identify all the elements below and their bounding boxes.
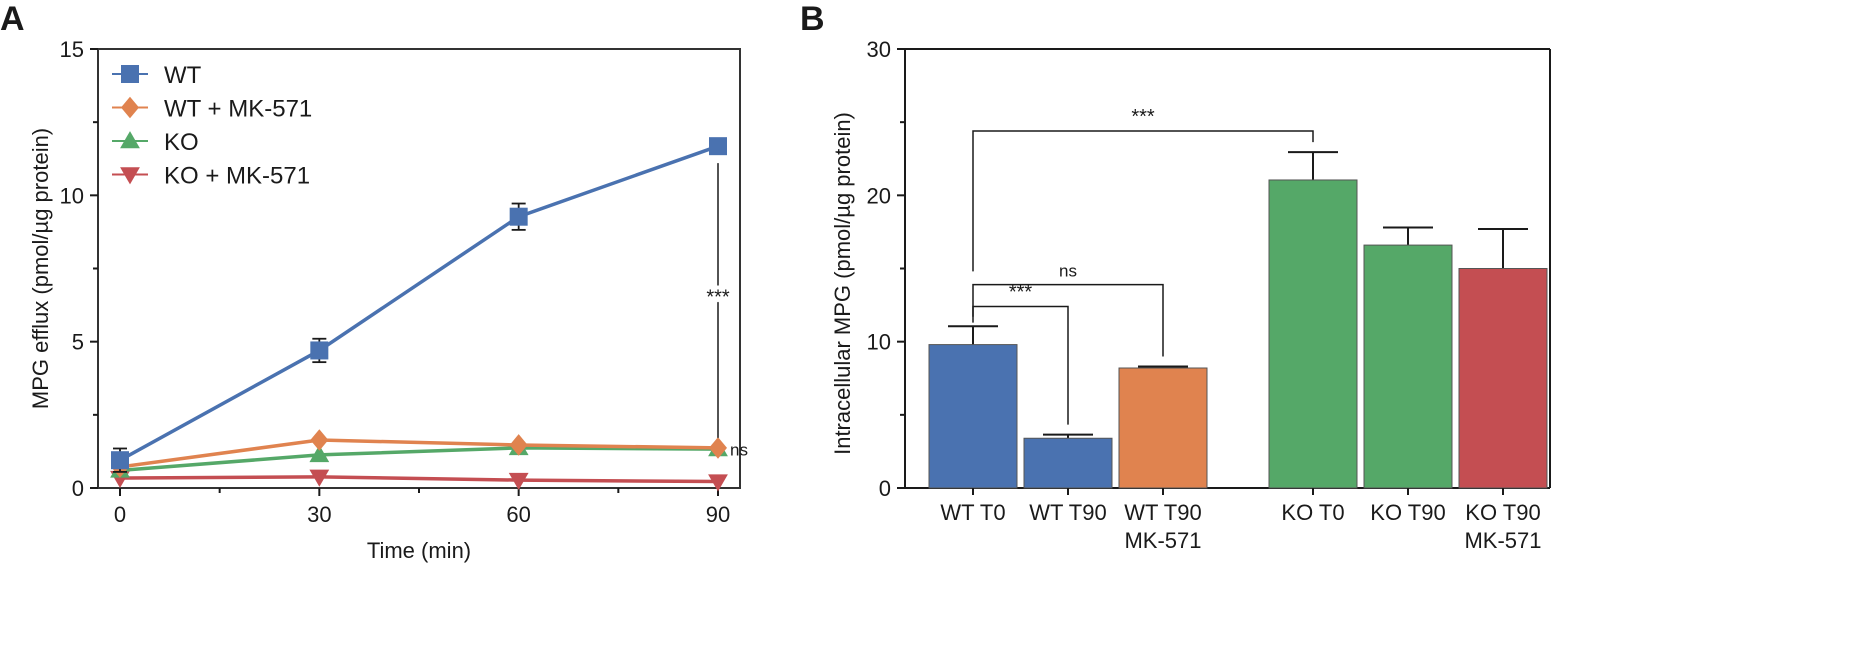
bar bbox=[1023, 437, 1113, 489]
legend-marker bbox=[120, 131, 140, 149]
bar bbox=[1118, 367, 1208, 489]
x-tick-label: KO T90 bbox=[1370, 500, 1445, 525]
bar bbox=[1458, 268, 1548, 489]
bar-group: WT T90 bbox=[1023, 433, 1113, 525]
legend-marker bbox=[121, 65, 139, 83]
panel-a: A 0 5 10 15 0 30 60 90 Time (min) MPG efflux (pmol… bbox=[0, 0, 748, 563]
significance-label: *** bbox=[706, 287, 730, 309]
legend-item: WT + MK-571 bbox=[112, 96, 312, 123]
panel-label: A bbox=[0, 0, 25, 38]
x-axis-label: Time (min) bbox=[367, 538, 471, 563]
significance-bracket: *** bbox=[972, 106, 1314, 272]
significance-bracket: *** bbox=[972, 282, 1069, 425]
legend-item: WT bbox=[112, 62, 202, 89]
series-line bbox=[119, 446, 719, 473]
y-axis-label: Intracellular MPG (pmol/µg protein) bbox=[830, 112, 855, 455]
x-tick-label: 30 bbox=[307, 502, 331, 527]
series-wt-mk-571 bbox=[111, 429, 727, 478]
x-tick-label-line2: MK-571 bbox=[1124, 528, 1201, 553]
series-ko-mk-571 bbox=[110, 469, 728, 492]
x-tick-label: WT T0 bbox=[940, 500, 1005, 525]
data-point bbox=[708, 474, 728, 492]
panel-b: B 0 10 20 30 Intracellular MPG (pmol/µg prote… bbox=[800, 0, 1551, 553]
x-tick-label: 90 bbox=[706, 502, 730, 527]
y-tick-label: 10 bbox=[867, 330, 891, 355]
legend-label: KO + MK-571 bbox=[164, 163, 310, 190]
legend-item: KO + MK-571 bbox=[112, 163, 310, 190]
legend-item: KO bbox=[112, 129, 199, 156]
y-tick-label: 30 bbox=[867, 37, 891, 62]
y-tick-label: 15 bbox=[60, 37, 84, 62]
series-wt bbox=[111, 137, 727, 473]
series-line bbox=[119, 475, 719, 484]
legend-label: KO bbox=[164, 129, 199, 156]
significance-label: ns bbox=[1059, 262, 1077, 281]
y-axis-label: MPG efflux (pmol/µg protein) bbox=[28, 128, 53, 409]
significance-label: *** bbox=[1009, 282, 1033, 304]
bar-group: WT T0 bbox=[928, 325, 1018, 525]
data-point bbox=[310, 341, 329, 360]
bracket-line bbox=[972, 305, 1069, 425]
legend-marker bbox=[120, 167, 140, 185]
x-tick-label: KO T0 bbox=[1281, 500, 1344, 525]
x-tick-label: KO T90 bbox=[1465, 500, 1540, 525]
data-point bbox=[709, 437, 727, 459]
series-line bbox=[119, 144, 719, 462]
data-point bbox=[509, 434, 528, 456]
data-point bbox=[310, 429, 329, 451]
data-point bbox=[309, 469, 330, 487]
significance-label: ns bbox=[730, 440, 748, 459]
legend-label: WT bbox=[164, 62, 202, 89]
bracket-line bbox=[972, 283, 1164, 357]
significance-bracket: ns bbox=[972, 262, 1164, 357]
significance-label: *** bbox=[1131, 106, 1155, 128]
bar bbox=[1363, 244, 1453, 489]
panel-label: B bbox=[800, 0, 825, 38]
bar-group: KO T0 bbox=[1268, 151, 1358, 525]
x-tick-label: WT T90 bbox=[1029, 500, 1106, 525]
bar-group: WT T90 MK-571 bbox=[1118, 365, 1208, 553]
data-point bbox=[111, 451, 129, 470]
bracket-line bbox=[972, 130, 1314, 272]
y-tick-label: 10 bbox=[60, 183, 84, 208]
legend-label: WT + MK-571 bbox=[164, 96, 312, 123]
legend-marker bbox=[121, 96, 139, 119]
data-point bbox=[508, 472, 529, 490]
series-line bbox=[119, 438, 719, 469]
bar bbox=[1268, 179, 1358, 489]
y-tick-label: 20 bbox=[867, 183, 891, 208]
y-tick-label: 5 bbox=[72, 330, 84, 355]
bar-group: KO T90 MK-571 bbox=[1458, 227, 1548, 553]
x-tick-label: WT T90 bbox=[1124, 500, 1201, 525]
data-point bbox=[509, 207, 528, 226]
x-tick-label: 0 bbox=[114, 502, 126, 527]
y-tick-label: 0 bbox=[879, 476, 891, 501]
data-point bbox=[709, 137, 727, 156]
x-tick-label: 60 bbox=[506, 502, 530, 527]
bar-group: KO T90 bbox=[1363, 226, 1453, 525]
bar bbox=[928, 344, 1018, 489]
y-tick-label: 0 bbox=[72, 476, 84, 501]
data-point bbox=[309, 445, 330, 463]
x-tick-label-line2: MK-571 bbox=[1464, 528, 1541, 553]
